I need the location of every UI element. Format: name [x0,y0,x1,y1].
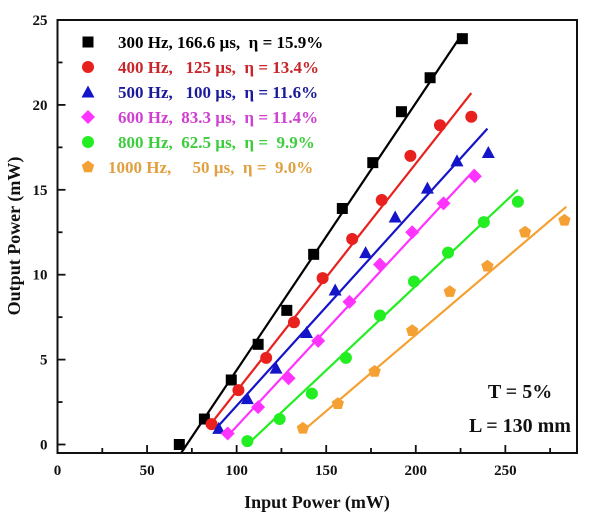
data-point-0-6 [336,202,348,214]
data-point-5-4 [443,285,456,297]
data-point-1-6 [375,193,388,206]
data-point-2-8 [450,154,464,167]
data-point-3-3 [311,333,326,348]
data-point-2-2 [269,361,283,374]
x-axis-label: Input Power (mW) [244,492,390,513]
plot-frame [56,19,578,454]
y-tick-label: 0 [40,438,48,454]
data-point-4-8 [511,195,524,208]
data-point-4-4 [373,309,386,322]
data-point-4-5 [407,275,420,288]
data-point-3-5 [372,257,387,272]
data-point-0-8 [395,106,407,118]
data-point-5-3 [406,324,419,336]
axis-ticks: 0 50 100 150 200 250 0 5 10 15 20 25 [33,13,552,479]
data-point-3-8 [467,169,482,184]
legend: 300 Hz, 166.6 µs, η = 15.9% 400 Hz, 125 µ… [81,33,323,177]
data-point-0-10 [456,33,468,45]
data-point-4-6 [442,246,455,259]
fit-line-2 [216,127,489,429]
data-point-0-1 [198,413,210,425]
y-tick-label: 20 [33,98,48,114]
y-tick-label: 10 [33,268,48,284]
data-point-5-1 [331,397,344,409]
data-point-1-5 [346,233,359,246]
data-point-1-9 [465,110,478,123]
data-point-3-0 [220,426,235,441]
annotation-transmission: T = 5% [488,381,552,403]
data-points [173,33,571,451]
data-point-1-2 [260,351,273,364]
legend-label-2: 500 Hz, 100 µs, η = 11.6% [118,83,318,102]
legend-label-1: 400 Hz, 125 µs, η = 13.4% [118,58,319,77]
data-point-1-1 [232,384,245,397]
legend-label-4: 800 Hz, 62.5 µs, η = 9.9% [118,133,315,152]
data-point-2-5 [359,246,373,259]
data-point-3-1 [251,400,266,415]
data-point-3-4 [342,294,357,309]
annotation-length: L = 130 mm [469,415,571,437]
data-point-5-2 [368,365,381,377]
data-point-2-0 [212,421,226,434]
data-point-2-4 [328,283,342,296]
data-point-4-2 [305,387,318,400]
data-point-4-7 [477,216,490,229]
legend-marker-1 [82,61,94,73]
data-point-2-1 [240,392,254,405]
legend-marker-5 [81,160,95,173]
data-point-2-7 [420,181,434,194]
y-axis-label: Output Power (mW) [4,157,25,316]
data-point-5-7 [558,213,571,226]
data-point-1-7 [404,149,417,162]
data-point-0-4 [281,304,293,316]
data-point-1-0 [205,418,218,431]
legend-marker-4 [82,136,94,148]
fit-line-1 [207,92,473,429]
data-point-2-6 [388,210,402,223]
legend-label-5: 1000 Hz, 50 µs, η = 9.0% [108,158,313,177]
y-tick-label: 25 [33,13,48,29]
data-point-4-1 [273,413,286,426]
x-tick-label: 150 [315,463,338,479]
data-point-2-3 [300,325,314,338]
data-point-3-7 [436,196,451,211]
data-point-0-2 [225,374,237,386]
x-tick-label: 100 [225,463,248,479]
x-tick-label: 0 [54,463,62,479]
fit-line-5 [302,205,567,432]
legend-marker-2 [81,85,95,98]
data-point-3-6 [405,225,420,240]
data-point-3-2 [281,371,296,386]
y-tick-label: 5 [40,353,48,369]
legend-marker-3 [81,110,95,124]
legend-label-3: 600 Hz, 83.3 µs, η = 11.4% [118,108,318,127]
data-point-5-5 [481,259,494,272]
legend-marker-0 [82,36,94,48]
data-point-5-6 [518,225,532,238]
x-tick-label: 200 [405,463,428,479]
data-point-1-3 [287,316,300,329]
data-point-0-0 [173,439,185,451]
legend-label-0: 300 Hz, 166.6 µs, η = 15.9% [118,33,323,52]
data-point-0-5 [308,248,320,260]
data-point-0-7 [367,157,379,169]
data-point-5-0 [296,421,310,434]
data-point-1-4 [316,272,329,285]
y-tick-label: 15 [33,183,48,199]
data-point-0-9 [424,72,436,84]
data-point-2-9 [481,145,495,158]
data-point-4-3 [339,351,352,364]
x-tick-label: 250 [494,463,517,479]
x-tick-label: 50 [140,463,155,479]
data-point-1-8 [433,119,446,132]
data-point-4-0 [241,435,254,448]
data-point-0-3 [252,338,264,350]
